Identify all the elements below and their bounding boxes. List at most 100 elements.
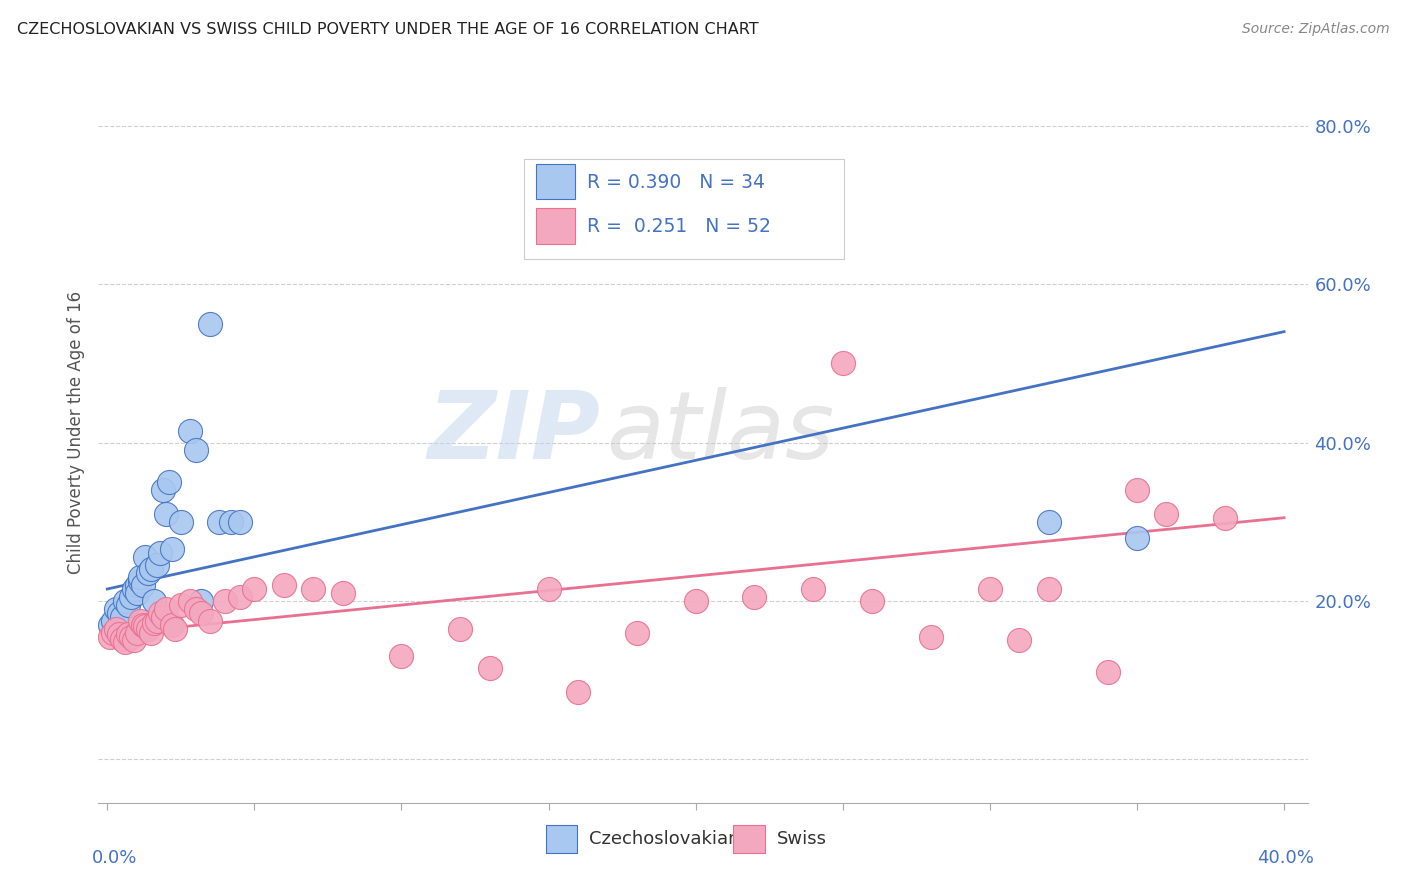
- Point: [155, 602, 177, 616]
- Point: [122, 582, 145, 596]
- Point: [219, 515, 242, 529]
- Point: [131, 617, 153, 632]
- Point: [117, 598, 139, 612]
- Point: [190, 606, 212, 620]
- Point: [114, 635, 136, 649]
- Point: [208, 515, 231, 529]
- Text: Czechoslovakians: Czechoslovakians: [589, 830, 749, 848]
- Point: [160, 617, 183, 632]
- Point: [170, 515, 193, 529]
- Point: [163, 622, 186, 636]
- Point: [155, 507, 177, 521]
- Point: [98, 617, 121, 632]
- Point: [143, 615, 166, 630]
- Bar: [536, 209, 575, 244]
- Point: [184, 443, 207, 458]
- Point: [170, 598, 193, 612]
- Point: [98, 630, 121, 644]
- Point: [1156, 507, 1178, 521]
- Point: [128, 570, 150, 584]
- Y-axis label: Child Poverty Under the Age of 16: Child Poverty Under the Age of 16: [66, 291, 84, 574]
- Point: [125, 586, 148, 600]
- Point: [160, 542, 183, 557]
- Point: [149, 606, 172, 620]
- Point: [214, 594, 236, 608]
- Point: [152, 609, 174, 624]
- Point: [831, 356, 853, 370]
- Point: [101, 614, 124, 628]
- Point: [128, 614, 150, 628]
- Text: ZIP: ZIP: [427, 386, 600, 479]
- Point: [1038, 515, 1060, 529]
- Point: [567, 685, 589, 699]
- Text: atlas: atlas: [606, 387, 835, 478]
- Point: [537, 582, 560, 596]
- Point: [105, 602, 128, 616]
- Point: [105, 622, 128, 636]
- Point: [108, 627, 131, 641]
- Point: [146, 614, 169, 628]
- Point: [1126, 531, 1149, 545]
- Point: [108, 606, 131, 620]
- Point: [146, 558, 169, 573]
- Point: [117, 627, 139, 641]
- Point: [120, 590, 142, 604]
- Point: [979, 582, 1001, 596]
- Point: [134, 619, 156, 633]
- Point: [120, 630, 142, 644]
- Point: [149, 546, 172, 560]
- Point: [141, 625, 163, 640]
- Text: Swiss: Swiss: [776, 830, 827, 848]
- Point: [184, 602, 207, 616]
- Bar: [546, 825, 578, 853]
- Point: [1097, 665, 1119, 680]
- Point: [111, 609, 134, 624]
- Point: [228, 515, 250, 529]
- Point: [190, 594, 212, 608]
- Point: [920, 630, 942, 644]
- Point: [138, 566, 160, 581]
- Point: [449, 622, 471, 636]
- Point: [391, 649, 413, 664]
- Bar: [734, 825, 765, 853]
- Point: [1008, 633, 1031, 648]
- Point: [243, 582, 266, 596]
- Point: [801, 582, 824, 596]
- Point: [143, 594, 166, 608]
- Point: [125, 578, 148, 592]
- Text: 40.0%: 40.0%: [1257, 848, 1313, 867]
- Point: [228, 590, 250, 604]
- Point: [114, 594, 136, 608]
- Point: [111, 632, 134, 646]
- Point: [128, 574, 150, 588]
- Point: [141, 562, 163, 576]
- Point: [131, 578, 153, 592]
- Point: [138, 622, 160, 636]
- Point: [122, 633, 145, 648]
- Point: [860, 594, 883, 608]
- Point: [332, 586, 354, 600]
- Point: [1126, 483, 1149, 497]
- Point: [179, 594, 201, 608]
- Point: [273, 578, 295, 592]
- Text: Source: ZipAtlas.com: Source: ZipAtlas.com: [1241, 22, 1389, 37]
- Bar: [536, 164, 575, 200]
- Text: CZECHOSLOVAKIAN VS SWISS CHILD POVERTY UNDER THE AGE OF 16 CORRELATION CHART: CZECHOSLOVAKIAN VS SWISS CHILD POVERTY U…: [17, 22, 758, 37]
- Point: [125, 625, 148, 640]
- Point: [200, 317, 222, 331]
- Point: [157, 475, 180, 489]
- FancyBboxPatch shape: [524, 159, 845, 259]
- Text: R =  0.251   N = 52: R = 0.251 N = 52: [586, 218, 770, 236]
- Text: 0.0%: 0.0%: [93, 848, 138, 867]
- Point: [626, 625, 648, 640]
- Point: [200, 614, 222, 628]
- Point: [744, 590, 766, 604]
- Point: [179, 424, 201, 438]
- Point: [1213, 510, 1236, 524]
- Text: R = 0.390   N = 34: R = 0.390 N = 34: [586, 173, 765, 192]
- Point: [134, 550, 156, 565]
- Point: [478, 661, 501, 675]
- Point: [152, 483, 174, 497]
- Point: [101, 625, 124, 640]
- Point: [1038, 582, 1060, 596]
